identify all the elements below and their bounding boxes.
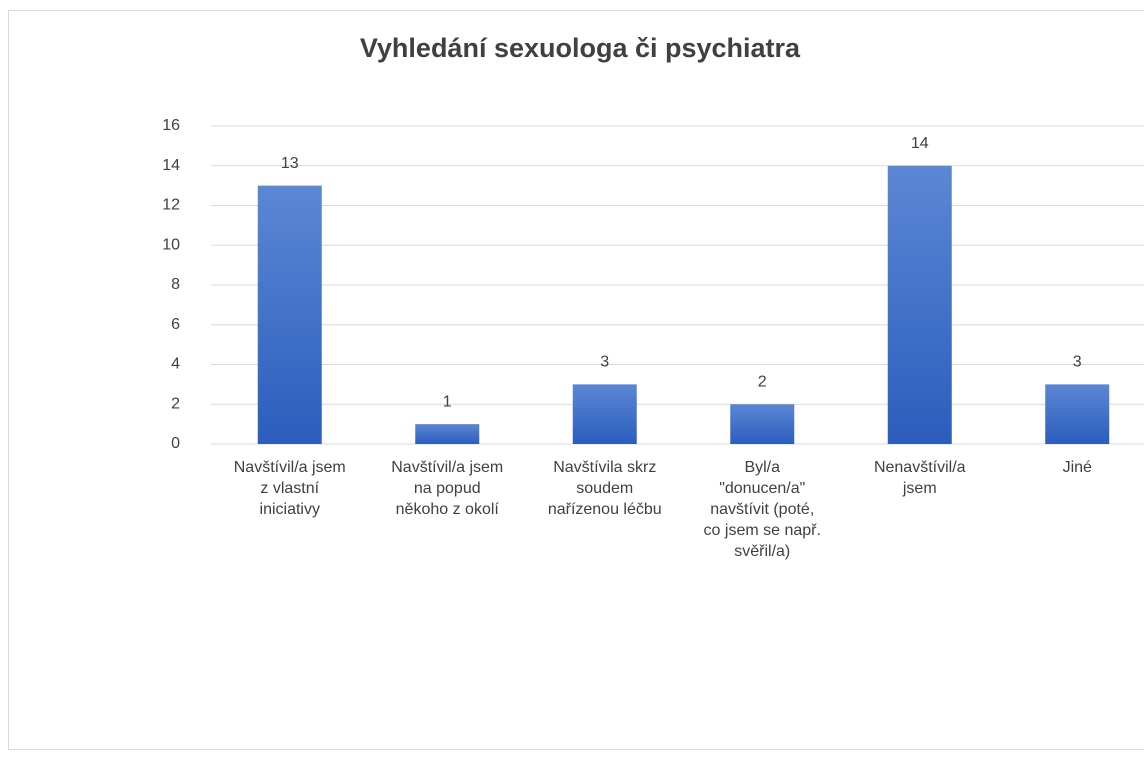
data-label: 1 xyxy=(443,393,452,410)
bar xyxy=(887,165,952,444)
data-label: 13 xyxy=(281,155,299,172)
bar xyxy=(257,185,322,444)
y-tick-label: 12 xyxy=(162,197,180,214)
y-tick-label: 14 xyxy=(162,157,180,174)
y-tick-label: 4 xyxy=(171,356,180,373)
data-label: 14 xyxy=(911,135,929,152)
x-tick-label: Navštívila skrz soudem nařízenou léčbu xyxy=(547,459,662,518)
bar xyxy=(572,384,637,444)
x-tick-label: Byl/a "donucen/a" navštívit (poté, co js… xyxy=(703,459,821,560)
x-tick-label: Jiné xyxy=(1062,459,1092,476)
bar xyxy=(1045,384,1110,444)
bar xyxy=(730,404,795,444)
chart-title: Vyhledání sexuologa či psychiatra xyxy=(360,33,801,63)
y-tick-label: 0 xyxy=(171,435,180,452)
y-tick-label: 10 xyxy=(162,236,180,253)
chart-frame xyxy=(8,10,1144,750)
x-tick-label: Navštívil/a jsem na popud někoho z okolí xyxy=(391,459,504,518)
y-tick-label: 6 xyxy=(171,316,180,333)
data-label: 3 xyxy=(600,354,609,371)
x-tick-label: Nenavštívil/a jsem xyxy=(873,459,966,497)
data-label: 2 xyxy=(758,373,767,390)
y-tick-label: 8 xyxy=(171,276,180,293)
data-label: 3 xyxy=(1073,354,1082,371)
y-tick-label: 2 xyxy=(171,395,180,412)
x-tick-label: Navštívil/a jsem z vlastní iniciativy xyxy=(233,459,346,518)
bar xyxy=(415,424,480,444)
y-tick-label: 16 xyxy=(162,117,180,134)
